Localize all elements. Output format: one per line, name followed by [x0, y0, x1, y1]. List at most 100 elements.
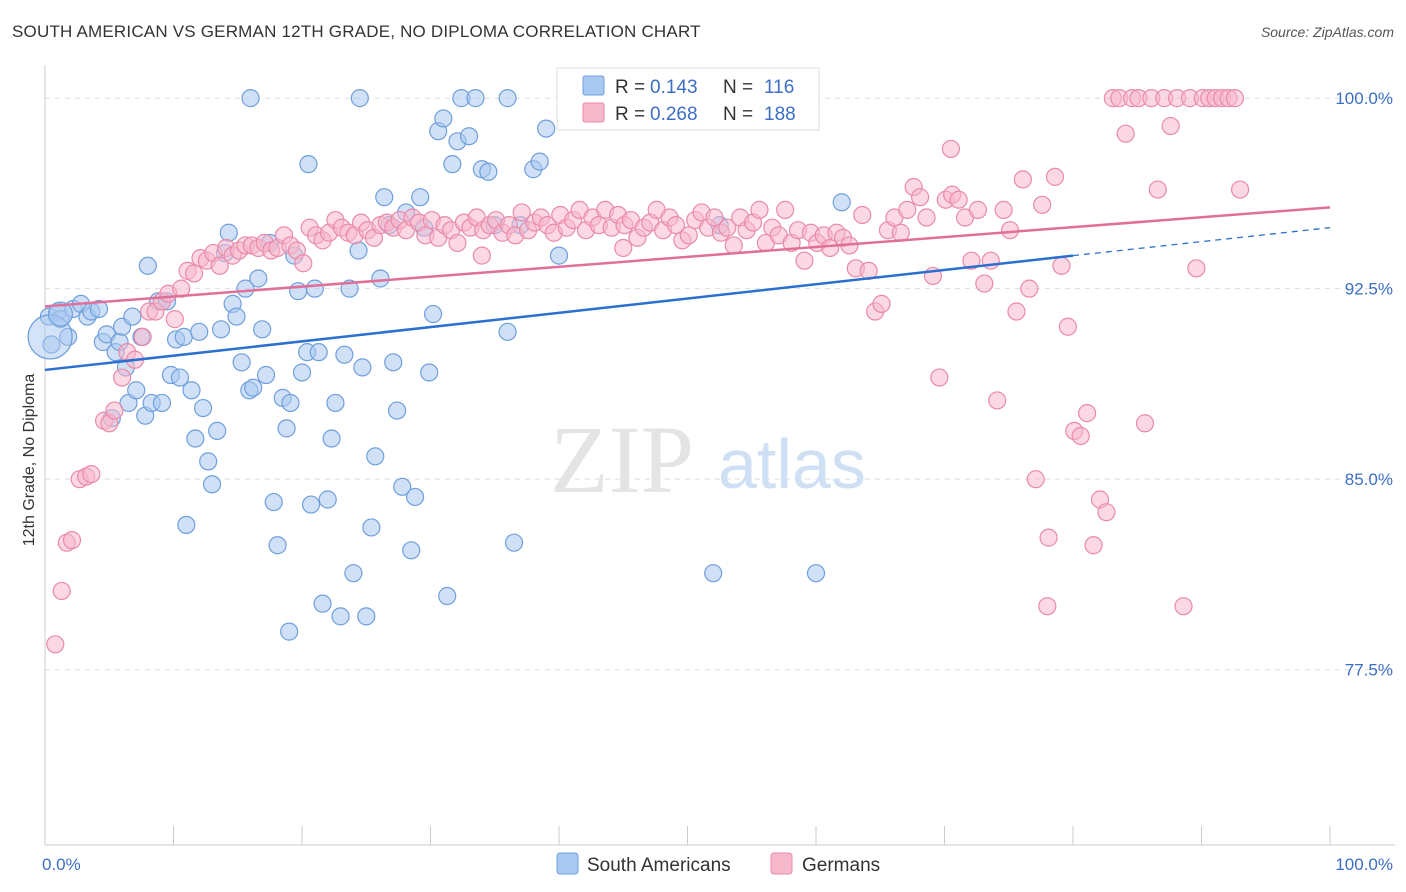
german-point-159: [1071, 426, 1090, 446]
south-american-point-100: [498, 322, 517, 341]
german-point-116: [795, 251, 814, 270]
south-americans-trend-extension: [1072, 227, 1331, 257]
south-american-point-39: [211, 320, 231, 339]
legend-swatch-pink: [582, 102, 605, 123]
top-legend: R = 0.143 N = 116 R = 0.268 N = 188: [556, 67, 820, 131]
south-american-point-61: [301, 495, 321, 514]
german-point-173: [1161, 116, 1180, 136]
south-american-point-52: [264, 492, 283, 512]
south-american-point-68: [331, 607, 350, 626]
south-american-point-25: [152, 393, 172, 413]
south-american-point-19: [127, 381, 146, 400]
german-point-153: [1033, 195, 1052, 214]
bottom-legend-label-south-americans: South Americans: [587, 855, 731, 876]
german-point-105: [724, 236, 743, 255]
south-american-point-81: [387, 401, 407, 420]
south-american-point-43: [227, 307, 246, 326]
german-point-177: [1187, 259, 1206, 278]
south-american-point-114: [241, 89, 260, 108]
german-point-1: [52, 581, 71, 601]
south-american-point-105: [537, 119, 556, 138]
german-point-169: [1135, 414, 1155, 433]
south-american-point-92: [438, 586, 457, 606]
south-american-point-96: [459, 127, 479, 146]
german-point-188: [1038, 597, 1057, 616]
german-point-10: [112, 368, 132, 387]
south-american-point-71: [344, 564, 363, 583]
south-american-point-64: [313, 594, 332, 613]
south-american-point-104: [530, 152, 549, 171]
watermark-zip: ZIP: [550, 406, 694, 513]
south-american-point-63: [309, 343, 328, 362]
german-point-166: [1116, 124, 1135, 143]
german-point-9: [105, 401, 124, 420]
legend-r-value-0: 0.143: [650, 77, 698, 98]
south-american-point-78: [375, 188, 394, 207]
watermark-atlas: atlas: [718, 425, 866, 503]
german-point-146: [988, 391, 1007, 410]
legend-n-value-1: 188: [764, 104, 796, 125]
south-american-point-98: [479, 162, 498, 181]
south-american-point-113: [498, 89, 517, 108]
bottom-legend-label-germans: Germans: [802, 855, 880, 876]
south-american-point-84: [402, 541, 421, 560]
south-american-point-101: [504, 533, 524, 552]
german-point-148: [1000, 221, 1020, 240]
south-american-point-91: [434, 109, 453, 128]
legend-n-label-1: N =: [723, 104, 753, 125]
y-tick-label-1: 92.5%: [1345, 280, 1393, 299]
german-point-25: [210, 256, 229, 275]
y-tick-label-3: 77.5%: [1345, 661, 1393, 680]
german-point-134: [910, 188, 930, 207]
south-american-point-18: [123, 307, 142, 326]
german-point-120: [821, 238, 840, 258]
south-american-point-49: [253, 320, 272, 339]
german-point-154: [1039, 528, 1058, 547]
legend-swatch-blue: [582, 75, 605, 96]
german-point-135: [917, 208, 936, 227]
south-american-point-56: [281, 393, 300, 413]
germans-trend-line: [44, 206, 1331, 308]
chart-source: Source: ZipAtlas.com: [1260, 24, 1394, 40]
german-point-157: [1058, 317, 1077, 336]
south-american-point-72: [349, 241, 368, 260]
south-american-point-59: [292, 363, 312, 382]
german-point-163: [1097, 503, 1116, 522]
south-american-point-29: [170, 368, 190, 387]
south-american-point-116: [299, 155, 318, 174]
south-american-point-38: [208, 421, 227, 441]
south-american-point-47: [244, 378, 263, 397]
south-american-point-93: [443, 155, 462, 174]
german-point-171: [1148, 180, 1167, 199]
south-american-point-48: [249, 269, 268, 288]
south-american-point-35: [193, 398, 213, 418]
south-american-point-115: [280, 622, 299, 641]
german-point-18: [165, 310, 184, 329]
x-tick-label-1: 100.0%: [1335, 855, 1393, 874]
south-american-point-107: [704, 564, 723, 583]
german-point-128: [872, 294, 891, 313]
german-point-137: [930, 368, 949, 387]
german-point-185: [941, 139, 961, 159]
legend-r-label-1: R =: [615, 104, 645, 125]
south-american-point-9: [89, 299, 109, 319]
south-american-point-44: [232, 353, 251, 372]
trend-layer: [44, 206, 1331, 372]
legend-r-label-0: R =: [615, 77, 645, 98]
south-american-cluster-point-2: [47, 301, 74, 327]
german-point-144: [975, 274, 994, 293]
south-american-point-22: [138, 256, 157, 275]
south-american-point-36: [199, 452, 218, 471]
south-american-point-45: [236, 279, 255, 298]
south-american-point-67: [326, 393, 345, 413]
german-point-161: [1084, 536, 1103, 555]
german-point-156: [1052, 256, 1071, 275]
south-american-point-89: [423, 304, 443, 324]
south-american-point-74: [357, 607, 376, 626]
german-point-147: [994, 200, 1013, 219]
watermark: ZIP atlas: [550, 406, 866, 513]
german-point-98: [679, 226, 698, 245]
south-american-point-41: [219, 223, 238, 242]
south-american-point-86: [411, 188, 430, 207]
